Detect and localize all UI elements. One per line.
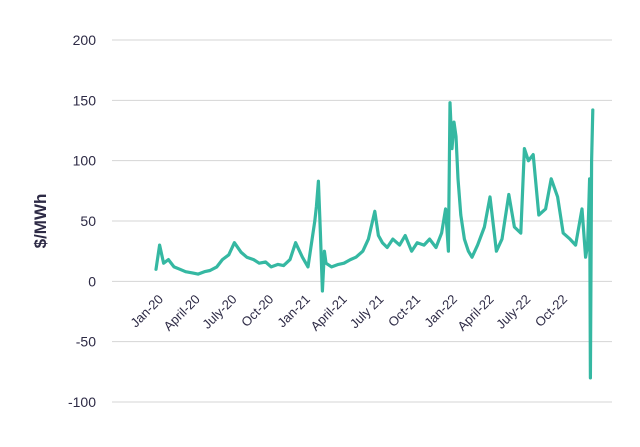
y-tick-label: -50	[76, 334, 96, 350]
x-tick-label: Oct-20	[238, 292, 276, 330]
y-tick-label: 0	[88, 273, 96, 289]
y-tick-label: -100	[68, 394, 96, 410]
x-tick-label: Jan-21	[274, 292, 313, 331]
y-tick-label: 200	[73, 32, 97, 48]
x-tick-label: Oct-21	[385, 292, 423, 330]
y-tick-label: 150	[73, 92, 97, 108]
x-tick-label: Jan-22	[421, 292, 460, 331]
x-tick-label: April-22	[454, 292, 496, 334]
y-tick-label: 50	[80, 213, 96, 229]
x-tick-label: July-20	[199, 292, 239, 332]
x-tick-label: Oct-22	[532, 292, 570, 330]
y-axis-title: $/MWh	[31, 194, 50, 249]
x-tick-label: April-21	[307, 292, 349, 334]
x-tick-label: April-20	[161, 292, 203, 334]
x-tick-label: Jan-20	[127, 292, 166, 331]
x-tick-label: July-22	[493, 292, 533, 332]
y-tick-label: 100	[73, 153, 97, 169]
price-series-line	[154, 101, 595, 380]
x-tick-label: July 21	[347, 292, 387, 332]
